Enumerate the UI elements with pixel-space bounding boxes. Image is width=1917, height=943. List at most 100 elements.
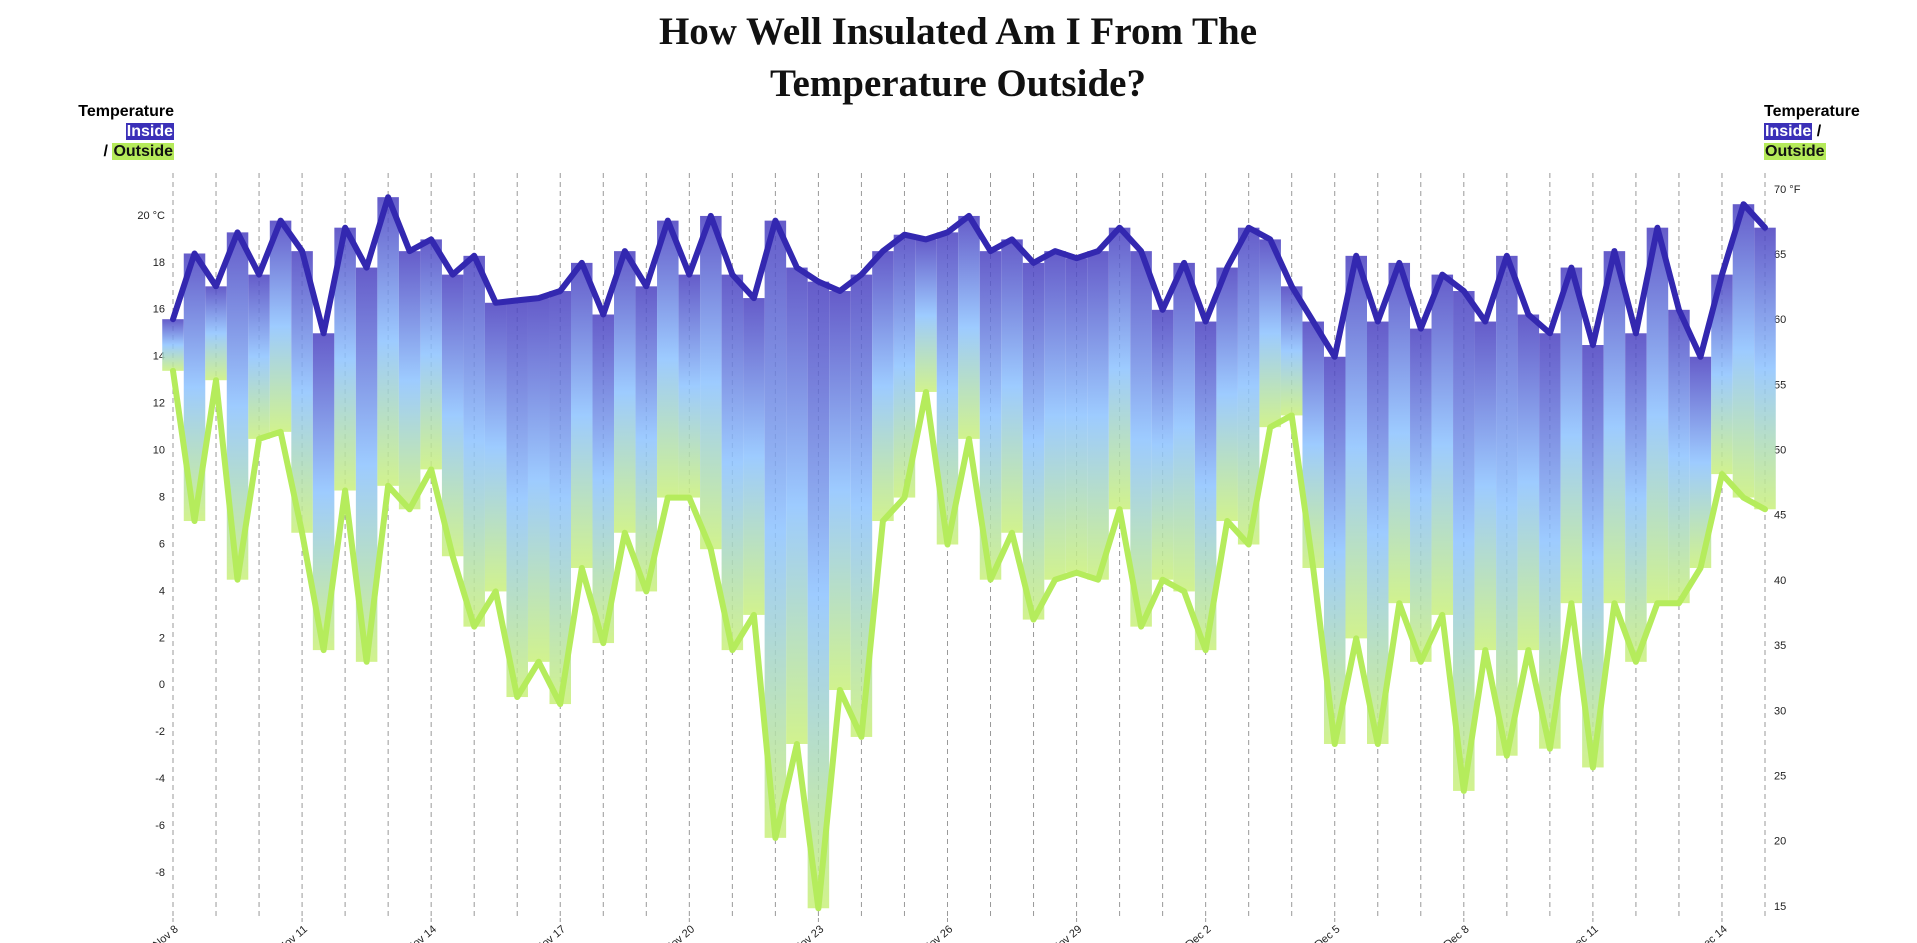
range-band bbox=[1001, 239, 1023, 533]
y-tick-label: -8 bbox=[155, 867, 165, 879]
range-band bbox=[1259, 239, 1281, 428]
y-tick-label: 12 bbox=[153, 398, 165, 410]
range-band bbox=[1689, 356, 1712, 568]
range-band bbox=[979, 251, 1002, 580]
range-band bbox=[355, 267, 378, 662]
range-band bbox=[506, 300, 528, 698]
range-band bbox=[1410, 328, 1432, 662]
range-band bbox=[1087, 251, 1109, 580]
y-tick-label: 6 bbox=[159, 538, 165, 550]
range-band bbox=[850, 274, 873, 737]
range-band bbox=[743, 298, 765, 615]
range-band bbox=[1280, 286, 1303, 416]
range-band bbox=[1388, 262, 1411, 604]
y2-tick-label: 60 bbox=[1774, 314, 1786, 326]
range-band bbox=[334, 227, 356, 491]
y2-tick-label: 40 bbox=[1774, 575, 1786, 587]
range-band bbox=[1560, 267, 1583, 604]
x-tick-label: Dec 14 bbox=[1695, 923, 1729, 943]
range-band bbox=[1517, 314, 1540, 651]
range-band bbox=[420, 239, 442, 470]
y2-tick-label: 35 bbox=[1774, 640, 1786, 652]
y-tick-label: 14 bbox=[153, 351, 165, 363]
y-tick-label: 10 bbox=[153, 445, 165, 457]
range-band bbox=[915, 239, 937, 392]
legend-inside: Inside bbox=[1764, 123, 1813, 140]
range-band bbox=[764, 220, 787, 838]
y-tick-label: 8 bbox=[159, 491, 165, 503]
series-line bbox=[170, 367, 1768, 912]
range-band bbox=[398, 251, 421, 510]
y-tick-label: 0 bbox=[159, 679, 165, 691]
range-band bbox=[1065, 258, 1088, 573]
x-tick-label: Nov 29 bbox=[1050, 923, 1084, 943]
range-band bbox=[1754, 227, 1776, 510]
range-band bbox=[1302, 321, 1324, 568]
legend-outside: Outside bbox=[1764, 143, 1826, 160]
range-band bbox=[614, 251, 636, 533]
range-band bbox=[1453, 291, 1475, 791]
y2-tick-label: 45 bbox=[1774, 510, 1786, 522]
range-band bbox=[226, 232, 249, 580]
y-tick-label: -2 bbox=[155, 726, 165, 738]
y-tick-label: 2 bbox=[159, 632, 165, 644]
legend-right: Temperature Inside / Outside bbox=[1764, 102, 1860, 162]
range-band bbox=[936, 232, 959, 545]
legend-separator: / bbox=[1816, 123, 1822, 140]
range-band bbox=[1646, 227, 1669, 604]
range-band bbox=[1345, 255, 1367, 639]
range-band bbox=[463, 255, 485, 627]
range-band bbox=[1108, 227, 1131, 510]
y2-tick-label: 65 bbox=[1774, 249, 1786, 261]
range-band bbox=[829, 291, 851, 691]
y2-tick-label: 15 bbox=[1774, 901, 1786, 913]
y-tick-label: 20 °C bbox=[137, 210, 165, 222]
series-line bbox=[170, 194, 1768, 360]
legend-outside: Outside bbox=[112, 143, 174, 160]
legend-separator: / bbox=[103, 143, 108, 160]
x-tick-label: Dec 11 bbox=[1567, 923, 1601, 943]
range-band bbox=[1151, 309, 1174, 580]
x-tick-label: Nov 8 bbox=[151, 923, 181, 943]
y2-tick-label: 50 bbox=[1774, 445, 1786, 457]
range-band bbox=[1668, 309, 1690, 604]
legend-title: Temperature bbox=[78, 103, 174, 120]
range-band bbox=[1237, 227, 1260, 545]
range-band bbox=[1732, 204, 1755, 498]
range-band bbox=[1216, 267, 1238, 522]
x-tick-label: Dec 5 bbox=[1313, 923, 1343, 943]
range-band bbox=[269, 220, 292, 432]
range-band bbox=[527, 298, 550, 662]
range-band bbox=[807, 281, 830, 909]
x-tick-label: Dec 2 bbox=[1184, 923, 1214, 943]
y-tick-label: 18 bbox=[153, 257, 165, 269]
x-tick-label: Nov 26 bbox=[921, 923, 955, 943]
x-tick-label: Dec 8 bbox=[1442, 923, 1472, 943]
y-tick-label: 4 bbox=[159, 585, 165, 597]
y-tick-label: -6 bbox=[155, 820, 165, 832]
range-band bbox=[1367, 321, 1389, 744]
range-band bbox=[1194, 321, 1217, 651]
range-band bbox=[571, 262, 593, 568]
range-band bbox=[635, 286, 658, 592]
range-band bbox=[958, 215, 980, 439]
range-band bbox=[291, 251, 313, 533]
range-band bbox=[786, 267, 808, 744]
range-band bbox=[1625, 333, 1647, 662]
legend-title: Temperature bbox=[1764, 103, 1860, 120]
range-band bbox=[721, 274, 744, 651]
range-band bbox=[872, 251, 894, 522]
y2-tick-label: 70 °F bbox=[1774, 184, 1801, 196]
range-band bbox=[312, 333, 335, 651]
range-band bbox=[700, 215, 722, 550]
range-band bbox=[1044, 251, 1066, 580]
range-band bbox=[1173, 262, 1195, 592]
y2-tick-label: 30 bbox=[1774, 705, 1786, 717]
range-band bbox=[183, 253, 206, 522]
range-band bbox=[205, 286, 227, 381]
range-band bbox=[1323, 356, 1346, 744]
range-band bbox=[893, 234, 916, 498]
y-tick-label: -4 bbox=[155, 773, 165, 785]
